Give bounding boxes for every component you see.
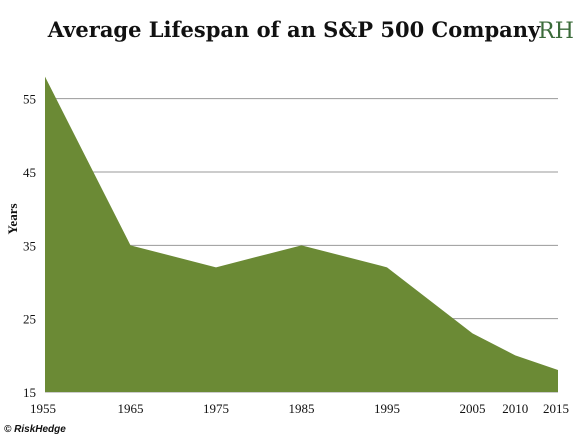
logo-text: RH <box>538 19 574 44</box>
y-tick-label-45: 45 <box>23 165 36 180</box>
area-fill <box>45 76 558 393</box>
y-tick-label-25: 25 <box>23 312 36 327</box>
area-series <box>45 76 558 393</box>
y-axis-label: Years <box>5 203 20 234</box>
y-tick-label-35: 35 <box>23 238 36 253</box>
x-tick-label-2010: 2010 <box>502 401 528 416</box>
y-tick-label-15: 15 <box>23 385 36 400</box>
x-tick-label-1985: 1985 <box>289 401 315 416</box>
x-tick-label-2005: 2005 <box>460 401 486 416</box>
y-tick-label-55: 55 <box>23 92 36 107</box>
x-tick-label-1965: 1965 <box>118 401 144 416</box>
credit-text: © RiskHedge <box>4 424 66 435</box>
x-tick-label-1995: 1995 <box>374 401 400 416</box>
y-tick-labels: 15 25 35 45 55 <box>23 92 36 400</box>
chart-title: Average Lifespan of an S&P 500 Company <box>47 17 541 42</box>
x-tick-label-1975: 1975 <box>203 401 229 416</box>
logo: RH <box>538 19 574 44</box>
x-tick-label-1955: 1955 <box>30 401 56 416</box>
x-tick-label-2015: 2015 <box>543 401 569 416</box>
x-tick-labels: 1955 1965 1975 1985 1995 2005 2010 2015 <box>30 401 569 416</box>
